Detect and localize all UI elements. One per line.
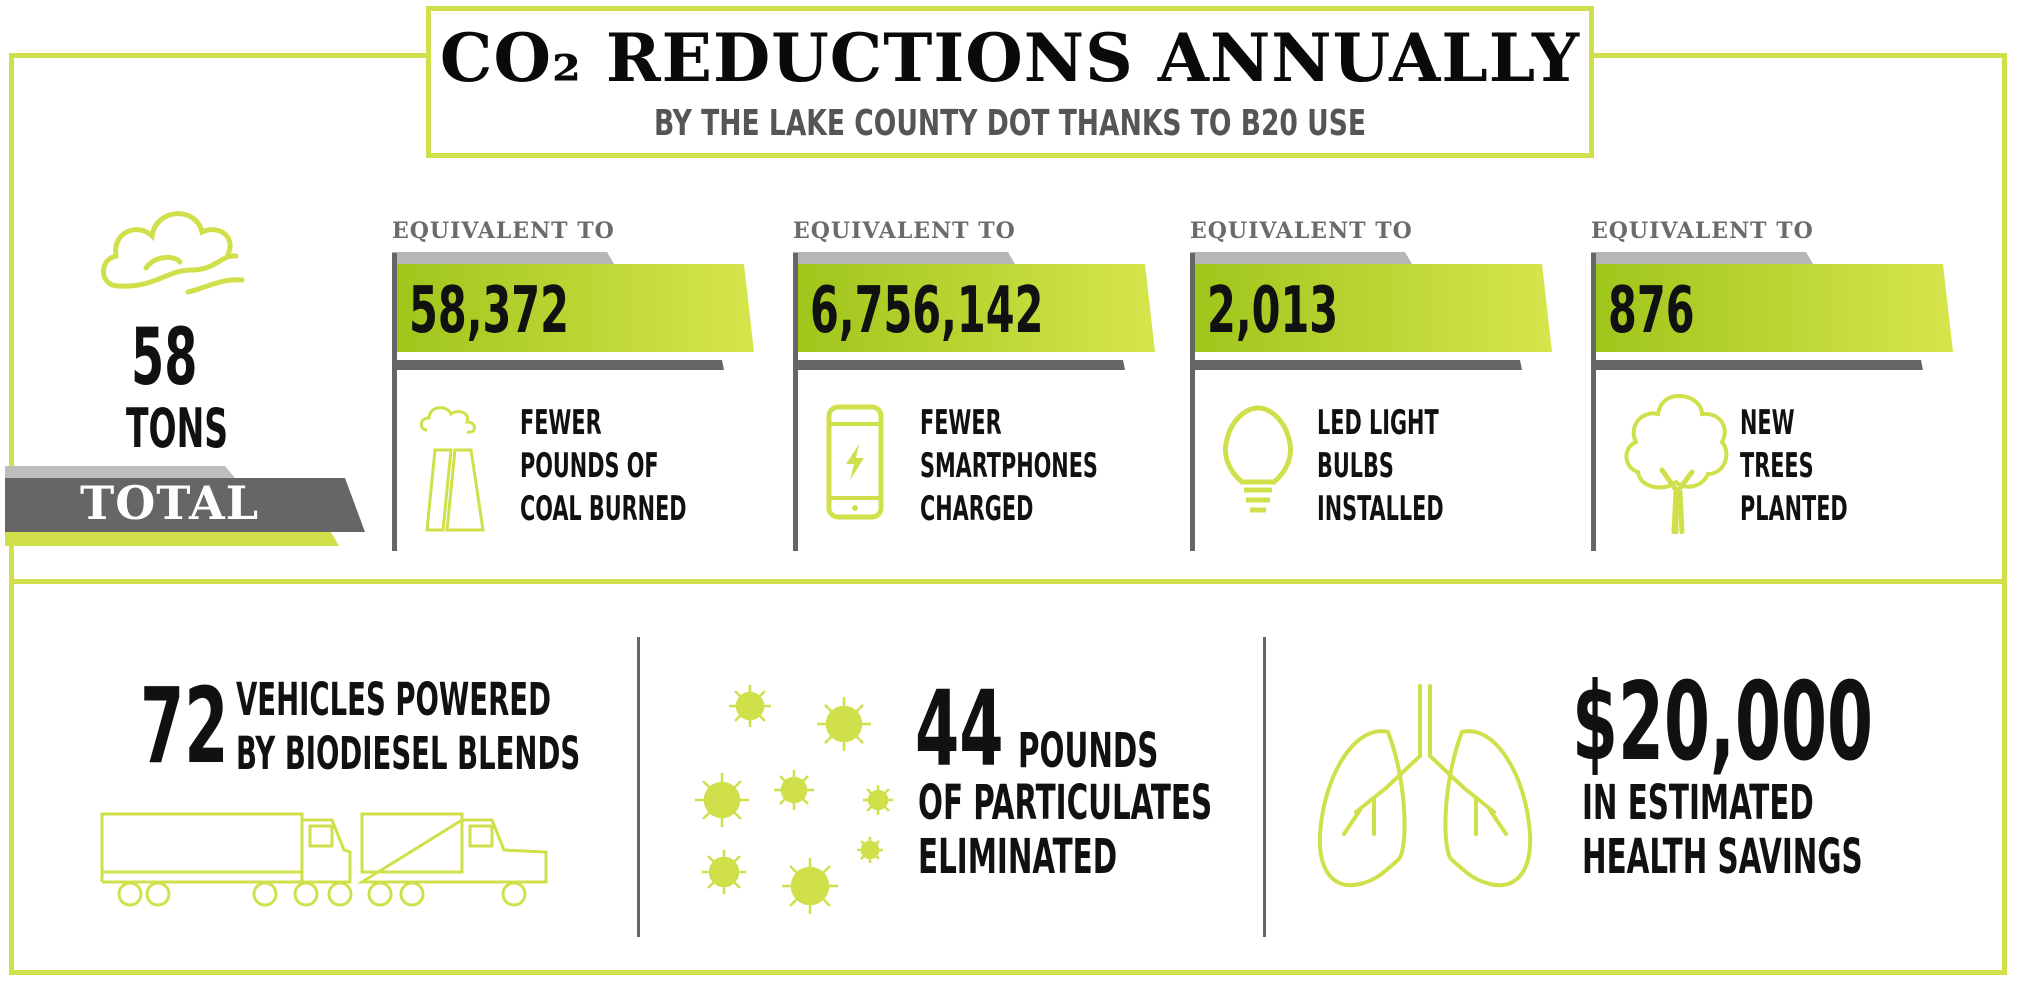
equiv-line1-trees: NEW bbox=[1740, 403, 1795, 443]
truck-icon bbox=[100, 812, 548, 907]
bottom-separator-2 bbox=[1263, 637, 1266, 937]
vehicles-value: 72 bbox=[140, 665, 229, 787]
particulates-line1: OF PARTICULATES bbox=[918, 775, 1213, 831]
equiv-line3-phones: CHARGED bbox=[920, 489, 1034, 529]
tree-icon bbox=[1624, 393, 1729, 534]
particulates-line2: ELIMINATED bbox=[918, 829, 1118, 885]
equiv-line2-trees: TREES bbox=[1740, 446, 1814, 486]
total-value: 58 bbox=[131, 313, 198, 403]
lightbulb-icon bbox=[1223, 405, 1293, 513]
value-band-trees bbox=[1591, 252, 1953, 370]
card-rule-bulbs bbox=[1190, 253, 1195, 551]
vehicles-line1: VEHICLES POWERED bbox=[236, 673, 551, 726]
smartphone-icon bbox=[826, 404, 884, 520]
cloud-icon bbox=[101, 211, 245, 295]
equiv-line2-phones: SMARTPHONES bbox=[920, 446, 1098, 486]
value-band-coal bbox=[392, 252, 754, 370]
vehicles-line2: BY BIODIESEL BLENDS bbox=[236, 727, 581, 780]
equiv-value-trees: 876 bbox=[1608, 274, 1695, 348]
section-divider bbox=[9, 579, 2007, 584]
value-band-bulbs bbox=[1190, 252, 1552, 370]
bottom-separator-1 bbox=[637, 637, 640, 937]
card-rule-trees bbox=[1591, 253, 1596, 551]
equiv-value-bulbs: 2,013 bbox=[1207, 274, 1339, 348]
value-band-phones bbox=[793, 252, 1155, 370]
page-subtitle: BY THE LAKE COUNTY DOT THANKS TO B20 USE bbox=[654, 103, 1366, 144]
equiv-line2-coal: POUNDS OF bbox=[520, 446, 659, 486]
total-ribbon bbox=[5, 466, 365, 546]
equiv-prefix-bulbs: EQUIVALENT TO bbox=[1190, 218, 1413, 244]
equiv-prefix-phones: EQUIVALENT TO bbox=[793, 218, 1016, 244]
title-box: CO₂ REDUCTIONS ANNUALLY BY THE LAKE COUN… bbox=[426, 6, 1594, 158]
equiv-line2-bulbs: BULBS bbox=[1317, 446, 1394, 486]
particulates-value: 44 bbox=[915, 668, 1004, 790]
health-line2: HEALTH SAVINGS bbox=[1582, 829, 1863, 885]
particulates-unit: POUNDS bbox=[1018, 723, 1159, 779]
equiv-line1-coal: FEWER bbox=[520, 403, 602, 443]
equiv-line3-coal: COAL BURNED bbox=[520, 489, 687, 529]
particle-icon bbox=[695, 685, 893, 914]
equiv-prefix-coal: EQUIVALENT TO bbox=[392, 218, 615, 244]
equiv-value-phones: 6,756,142 bbox=[810, 274, 1044, 348]
equiv-value-coal: 58,372 bbox=[409, 274, 569, 348]
total-unit: TONS bbox=[126, 397, 229, 460]
equiv-prefix-trees: EQUIVALENT TO bbox=[1591, 218, 1814, 244]
total-label: TOTAL bbox=[80, 476, 260, 530]
lungs-icon bbox=[1317, 684, 1533, 888]
equiv-line3-trees: PLANTED bbox=[1740, 489, 1848, 529]
equiv-line1-phones: FEWER bbox=[920, 403, 1002, 443]
health-line1: IN ESTIMATED bbox=[1582, 775, 1814, 831]
card-rule-phones bbox=[793, 253, 798, 551]
page-title: CO₂ REDUCTIONS ANNUALLY bbox=[439, 19, 1581, 97]
power-plant-icon bbox=[419, 406, 485, 532]
equiv-line3-bulbs: INSTALLED bbox=[1317, 489, 1444, 529]
health-value: $20,000 bbox=[1572, 660, 1873, 785]
card-rule-coal bbox=[392, 253, 397, 551]
equiv-line1-bulbs: LED LIGHT bbox=[1317, 403, 1439, 443]
